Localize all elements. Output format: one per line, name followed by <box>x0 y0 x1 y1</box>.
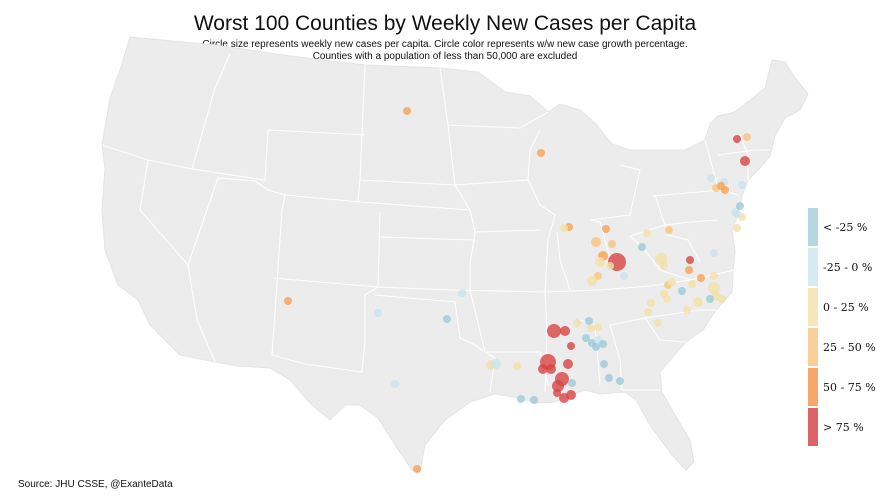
county-bubble <box>710 249 718 257</box>
county-bubble <box>710 272 718 280</box>
county-bubble <box>665 226 673 234</box>
source-note: Source: JHU CSSE, @ExanteData <box>18 479 173 490</box>
county-bubble <box>458 289 466 297</box>
county-bubble <box>530 396 538 404</box>
county-bubble <box>585 317 593 325</box>
county-bubble <box>668 278 676 286</box>
county-bubble <box>573 319 581 327</box>
county-bubble <box>608 240 616 248</box>
legend-label: -25 - 0 % <box>823 261 873 274</box>
county-bubble <box>616 377 624 385</box>
county-bubble <box>606 262 614 270</box>
county-bubble <box>538 364 548 374</box>
county-bubble <box>693 297 703 307</box>
county-bubble <box>594 323 602 331</box>
county-bubble <box>602 225 610 233</box>
county-bubble <box>443 315 451 323</box>
county-bubble <box>736 202 744 210</box>
county-bubble <box>599 340 607 348</box>
county-bubble <box>568 379 576 387</box>
county-bubble <box>740 156 750 166</box>
county-bubble <box>563 359 573 369</box>
county-bubble <box>647 299 655 307</box>
county-bubble <box>733 224 741 232</box>
map-subtitle-line-1: Circle size represents weekly new cases … <box>202 39 688 50</box>
county-bubble <box>643 229 651 237</box>
map-title: Worst 100 Counties by Weekly New Cases p… <box>193 12 697 35</box>
county-bubble <box>708 282 720 294</box>
legend-swatch <box>808 208 818 246</box>
county-bubble <box>587 276 597 286</box>
county-bubble <box>391 380 399 388</box>
county-bubble <box>595 257 605 267</box>
legend-swatch <box>808 368 818 406</box>
county-bubbles <box>284 107 751 473</box>
legend-label: 0 - 25 % <box>823 301 869 314</box>
county-bubble <box>605 374 613 382</box>
county-bubble <box>743 133 751 141</box>
county-bubble <box>654 319 662 327</box>
county-bubble <box>553 389 561 397</box>
county-bubble <box>567 342 575 350</box>
legend-label: < -25 % <box>823 221 868 234</box>
county-bubble <box>683 306 691 314</box>
county-bubble <box>517 395 525 403</box>
legend-label: 25 - 50 % <box>823 341 876 354</box>
county-bubble <box>491 359 501 369</box>
legend-swatch <box>808 408 818 446</box>
county-bubble <box>591 237 601 247</box>
county-bubble <box>413 465 421 473</box>
county-bubble <box>560 326 570 336</box>
county-bubble <box>688 280 696 288</box>
county-bubble <box>403 107 411 115</box>
legend-swatch <box>808 328 818 366</box>
legend-label: 50 - 75 % <box>823 381 876 394</box>
county-bubble <box>685 266 693 274</box>
county-bubble <box>546 364 556 374</box>
county-bubble <box>733 210 741 218</box>
county-bubble <box>706 295 714 303</box>
county-bubble <box>552 380 564 392</box>
us-landmass <box>101 36 809 473</box>
county-bubble <box>718 295 726 303</box>
county-bubble <box>560 224 568 232</box>
county-bubble <box>559 393 569 403</box>
county-bubble <box>537 149 545 157</box>
legend-label: > 75 % <box>823 421 864 434</box>
county-bubble <box>733 135 741 143</box>
county-bubble <box>678 287 686 295</box>
county-bubble <box>620 272 628 280</box>
county-bubble <box>638 243 646 251</box>
county-bubble <box>707 174 715 182</box>
county-bubble <box>644 308 652 316</box>
county-bubble <box>663 295 671 303</box>
county-bubble <box>592 343 600 351</box>
county-bubble <box>738 181 746 189</box>
county-bubble <box>660 262 668 270</box>
county-bubble <box>547 324 561 338</box>
county-bubble <box>686 256 694 264</box>
county-bubble <box>513 362 521 370</box>
county-bubble <box>374 309 382 317</box>
county-bubble <box>582 334 590 342</box>
map-subtitle-line-2: Counties with a population of less than … <box>312 51 578 62</box>
county-bubble <box>721 186 729 194</box>
county-bubble <box>587 324 595 332</box>
county-bubble <box>600 360 608 368</box>
legend-swatch <box>808 248 818 286</box>
contiguous-us-shape <box>101 36 809 473</box>
county-bubble <box>284 297 292 305</box>
county-bubble <box>697 274 705 282</box>
legend-swatch <box>808 288 818 326</box>
